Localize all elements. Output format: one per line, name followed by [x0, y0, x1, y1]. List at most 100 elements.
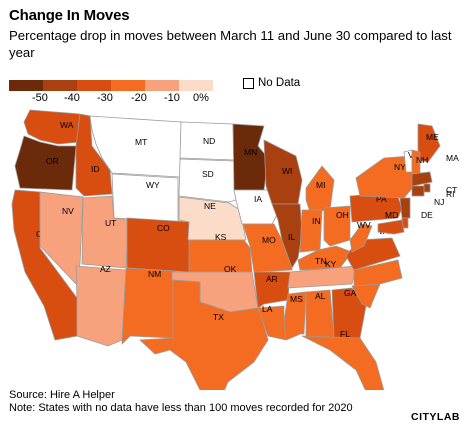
- state-oh: OH: [323, 205, 351, 247]
- state-label-wv: WV: [357, 220, 371, 230]
- state-shape-tn: [287, 265, 357, 289]
- state-ms: MS: [283, 291, 307, 341]
- state-ne: NE: [178, 196, 247, 241]
- state-co: CO: [126, 217, 191, 273]
- state-id: ID: [75, 113, 113, 197]
- legend-swatch-3: [77, 80, 111, 91]
- state-shape-fl: [301, 335, 385, 390]
- state-label-ky: KY: [325, 259, 337, 269]
- state-il: IL: [271, 203, 303, 269]
- state-shape-nj: [399, 197, 411, 219]
- state-label-ia: IA: [254, 194, 262, 204]
- state-label-ri: RI: [446, 189, 455, 199]
- state-shape-or: [14, 135, 77, 191]
- legend-tick: -30: [97, 92, 113, 104]
- state-wy: WY: [111, 173, 179, 223]
- state-shape-az: [75, 265, 127, 347]
- legend-tick: -20: [131, 92, 147, 104]
- state-or: OR: [14, 135, 77, 191]
- no-data-swatch: [243, 77, 254, 89]
- state-shape-ks: [188, 239, 253, 273]
- state-shape-ri: [423, 183, 431, 193]
- legend-color-bar: [9, 80, 229, 91]
- state-tn: TN: [287, 256, 357, 289]
- state-md: MD: [377, 210, 405, 235]
- state-wv: WV: [349, 220, 373, 253]
- state-label-ma: MA: [446, 153, 459, 163]
- state-shape-il: [271, 203, 303, 269]
- state-shape-wv: [349, 223, 373, 253]
- state-label-nh: NH: [416, 155, 428, 165]
- legend-swatch-1: [9, 80, 43, 91]
- map-subtitle: Percentage drop in moves between March 1…: [9, 28, 452, 60]
- state-label-in: IN: [312, 216, 321, 226]
- state-label-ks: KS: [215, 232, 227, 242]
- state-label-md: MD: [385, 210, 398, 220]
- state-label-az: AZ: [100, 264, 111, 274]
- state-wi: WI: [263, 139, 303, 205]
- state-tx: TX: [139, 279, 269, 390]
- state-label-de: DE: [421, 210, 433, 220]
- map-title: Change In Moves: [9, 7, 130, 24]
- state-ct: CT: [411, 185, 457, 197]
- state-label-wy: WY: [146, 180, 160, 190]
- state-sd: SD: [178, 158, 237, 203]
- state-label-wa: WA: [60, 120, 74, 130]
- state-label-ut: UT: [105, 218, 116, 228]
- state-shape-wy: [111, 173, 179, 223]
- state-label-mi: MI: [316, 180, 325, 190]
- state-label-nm: NM: [148, 269, 161, 279]
- legend-swatch-6: [179, 80, 213, 91]
- state-shape-id: [75, 113, 113, 197]
- state-label-pa: PA: [376, 194, 387, 204]
- state-shape-nm: [121, 267, 176, 346]
- state-label-tx: TX: [213, 312, 224, 322]
- state-label-ct: CT: [446, 185, 457, 195]
- state-label-ny: NY: [394, 162, 406, 172]
- state-ks: KS: [188, 232, 253, 273]
- state-al: AL: [305, 289, 335, 343]
- footer: Source: Hire A Helper Note: States with …: [9, 389, 353, 414]
- us-state-map: WAORCANVIDMTWYUTAZCONMNDSDNEKSOKTXMNIAMO…: [11, 109, 459, 390]
- state-shape-ct: [411, 185, 425, 197]
- state-label-co: CO: [157, 223, 170, 233]
- citylab-logo: CITYLAB: [411, 411, 460, 423]
- state-fl: FL: [301, 329, 385, 390]
- legend-swatch-4: [111, 80, 145, 91]
- state-az: AZ: [75, 264, 127, 347]
- state-nm: NM: [121, 267, 176, 346]
- color-legend: -50 -40 -30 -20 -10 0%: [9, 80, 229, 105]
- state-label-ne: NE: [204, 201, 216, 211]
- state-nd: ND: [179, 121, 235, 161]
- state-label-wi: WI: [282, 166, 292, 176]
- state-label-mo: MO: [262, 235, 276, 245]
- state-shape-ma: [411, 171, 433, 187]
- state-label-ms: MS: [290, 294, 303, 304]
- state-shape-mn: [232, 123, 269, 191]
- state-label-ok: OK: [224, 264, 237, 274]
- legend-ticks: -50 -40 -30 -20 -10 0%: [9, 91, 229, 105]
- state-label-mt: MT: [135, 137, 147, 147]
- state-ar: AR: [253, 271, 291, 309]
- legend-tick: 0%: [193, 92, 209, 104]
- state-label-al: AL: [315, 291, 326, 301]
- state-in: IN: [299, 209, 323, 253]
- state-label-nv: NV: [62, 206, 74, 216]
- state-label-ar: AR: [266, 274, 278, 284]
- state-shape-tx: [139, 279, 269, 390]
- source-note: Source: Hire A Helper: [9, 389, 115, 401]
- state-label-mn: MN: [244, 147, 257, 157]
- state-shape-nc: [353, 259, 403, 287]
- state-shape-sd: [178, 158, 237, 203]
- data-note: Note: States with no data have less than…: [9, 401, 353, 414]
- state-ga: GA: [331, 287, 367, 339]
- state-label-ga: GA: [344, 288, 357, 298]
- state-nj: NJ: [399, 197, 444, 219]
- state-shape-ar: [253, 271, 291, 309]
- state-mi: MI: [305, 165, 335, 213]
- state-label-tn: TN: [315, 256, 326, 266]
- state-label-oh: OH: [336, 210, 349, 220]
- legend-tick: -10: [164, 92, 180, 104]
- state-shape-oh: [323, 205, 351, 247]
- state-label-il: IL: [288, 232, 295, 242]
